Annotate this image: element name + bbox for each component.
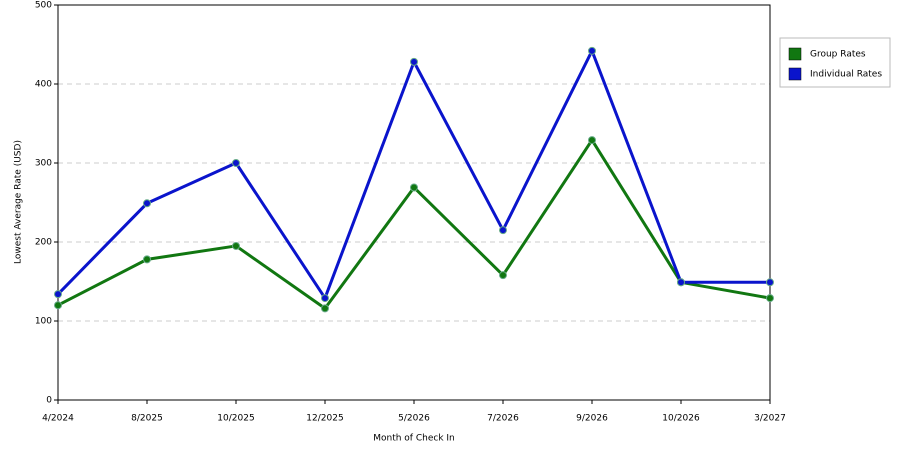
y-tick-label: 200: [35, 238, 52, 248]
data-point: [677, 278, 685, 287]
y-tick-label: 0: [46, 396, 52, 406]
x-tick-label: 8/2025: [131, 414, 163, 424]
data-point: [321, 294, 329, 303]
data-point: [766, 278, 774, 287]
data-point: [766, 294, 774, 303]
legend-swatch: [788, 47, 802, 61]
legend-box: [779, 37, 891, 88]
legend-label: Individual Rates: [810, 70, 882, 80]
data-point: [588, 136, 596, 145]
x-tick-label: 5/2026: [398, 414, 430, 424]
data-point: [232, 159, 240, 167]
data-point: [410, 183, 418, 192]
y-tick-label: 400: [35, 80, 52, 90]
x-tick-label: 7/2026: [487, 414, 519, 424]
data-point: [588, 46, 596, 55]
y-tick-label: 100: [35, 317, 52, 327]
x-tick-label: 9/2026: [576, 414, 608, 424]
x-tick-label: 10/2026: [662, 414, 700, 424]
data-point: [499, 271, 507, 280]
x-tick-label: 12/2025: [306, 414, 343, 424]
y-tick-label: 500: [35, 1, 52, 11]
y-tick-label: 300: [35, 159, 52, 169]
data-point: [499, 226, 507, 235]
data-point: [54, 301, 62, 310]
x-tick-label: 4/2024: [42, 414, 74, 424]
legend-label: Group Rates: [810, 50, 866, 60]
legend-swatch: [788, 67, 802, 81]
data-point: [232, 241, 240, 250]
y-axis-title: Lowest Average Rate (USD): [14, 140, 24, 264]
data-point: [54, 290, 62, 299]
x-tick-label: 10/2025: [217, 414, 254, 424]
x-axis-title: Month of Check In: [373, 434, 455, 444]
data-point: [321, 304, 329, 313]
data-point: [143, 255, 151, 264]
data-point: [410, 57, 418, 66]
x-tick-label: 3/2027: [754, 414, 786, 424]
data-point: [143, 199, 151, 208]
